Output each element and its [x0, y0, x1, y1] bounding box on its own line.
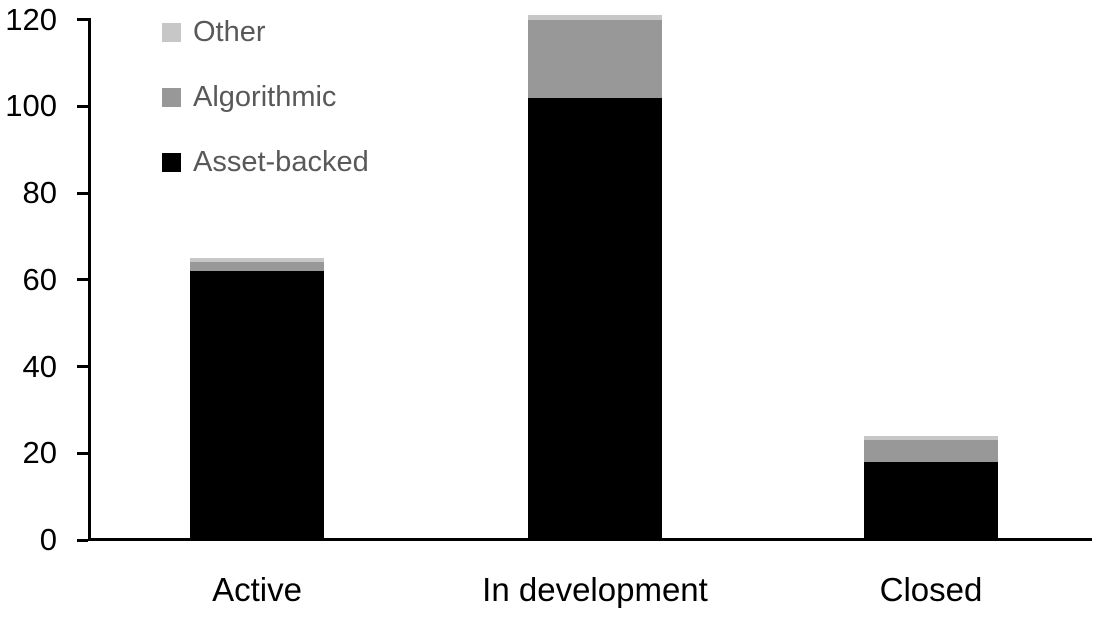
legend-item-algorithmic: Algorithmic	[162, 83, 369, 112]
x-axis-category-label: In development	[482, 571, 708, 608]
x-axis-category-label: Closed	[879, 571, 983, 608]
bar-segment-closed-asset-backed	[864, 461, 998, 540]
bar-segment-active-algorithmic	[190, 262, 324, 272]
bar-closed	[864, 435, 998, 540]
legend-item-asset-backed: Asset-backed	[162, 148, 369, 177]
bar-segment-closed-other	[864, 435, 998, 441]
bar-segment-active-asset-backed	[190, 271, 324, 540]
bar-segment-active-other	[190, 258, 324, 263]
y-axis-tick	[77, 278, 88, 282]
bar-in-development	[528, 15, 662, 540]
bar-segment-in-development-asset-backed	[528, 97, 662, 540]
y-axis-tick	[77, 104, 88, 108]
bar-active	[190, 258, 324, 540]
legend-swatch-icon	[162, 153, 181, 172]
legend-swatch-icon	[162, 23, 181, 42]
legend-label: Asset-backed	[193, 146, 369, 178]
y-axis-tick	[77, 538, 88, 542]
y-axis-tick-label: 100	[5, 88, 57, 124]
y-axis-line	[88, 18, 91, 541]
y-axis-tick-label: 0	[39, 522, 57, 557]
chart-legend: Other Algorithmic Asset-backed	[162, 18, 369, 177]
bar-segment-in-development-algorithmic	[528, 19, 662, 98]
y-axis-tick-label: 60	[22, 261, 57, 297]
y-axis-tick	[77, 191, 88, 195]
legend-label: Algorithmic	[193, 81, 337, 113]
y-axis-tick	[77, 451, 88, 455]
legend-swatch-icon	[162, 88, 181, 107]
y-axis-tick-label: 80	[22, 175, 57, 210]
y-axis-tick	[77, 18, 88, 21]
y-axis-tick-label: 20	[22, 435, 57, 471]
legend-item-other: Other	[162, 18, 369, 47]
legend-label: Other	[193, 16, 266, 48]
y-axis-tick-label: 40	[22, 348, 57, 384]
bar-segment-closed-algorithmic	[864, 440, 998, 462]
bar-segment-in-development-other	[528, 15, 662, 20]
x-axis-category-label: Active	[212, 571, 302, 608]
y-axis-tick	[77, 365, 88, 368]
y-axis-tick-label: 120	[5, 1, 57, 37]
